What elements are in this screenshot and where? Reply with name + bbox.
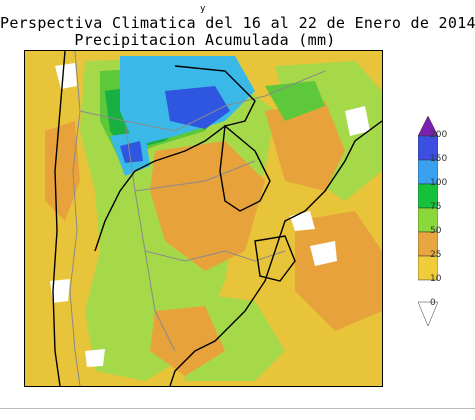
country-border xyxy=(94,65,256,252)
map-title: Perspectiva Climatica del 16 al 22 de En… xyxy=(0,14,475,32)
top-mark: y xyxy=(200,4,206,14)
precip-zone-white-4 xyxy=(50,279,70,303)
precip-zone-green-2 xyxy=(265,81,325,121)
bottom-rule xyxy=(0,408,475,409)
legend-cap-bottom xyxy=(417,301,439,327)
precip-zone-white-6 xyxy=(345,106,370,136)
legend-label-25: 25 xyxy=(430,250,442,260)
precip-zone-orange-5 xyxy=(150,306,225,376)
coastline-east xyxy=(169,120,382,386)
precip-zone-orange-1 xyxy=(150,141,265,271)
legend-label-100: 100 xyxy=(430,178,448,188)
precip-zone-orange-2 xyxy=(265,101,345,191)
uruguay-border xyxy=(254,235,296,282)
precip-zone-white-5 xyxy=(85,349,105,367)
legend-label-150: 150 xyxy=(430,154,448,164)
legend-label-200: 200 xyxy=(430,130,448,140)
precip-zone-orange-3 xyxy=(295,211,382,331)
precip-zone-orange-4 xyxy=(45,121,80,221)
legend-label-75: 75 xyxy=(430,202,442,212)
precipitation-legend: 200 150 100 75 50 25 10 0 xyxy=(417,112,468,332)
legend-label-50: 50 xyxy=(430,226,442,236)
precipitation-map xyxy=(24,50,383,387)
paraguay-border xyxy=(219,124,271,212)
chile-coast xyxy=(52,51,66,386)
legend-label-10: 10 xyxy=(430,274,442,284)
precip-zone-blue xyxy=(165,86,230,129)
precip-zone-white-1 xyxy=(55,63,77,89)
legend-label-0: 0 xyxy=(430,298,436,308)
map-subtitle: Precipitacion Acumulada (mm) xyxy=(74,31,336,49)
precip-zone-white-3 xyxy=(310,241,337,266)
precip-zone-blue-2 xyxy=(120,141,143,163)
border-lines xyxy=(69,51,326,386)
